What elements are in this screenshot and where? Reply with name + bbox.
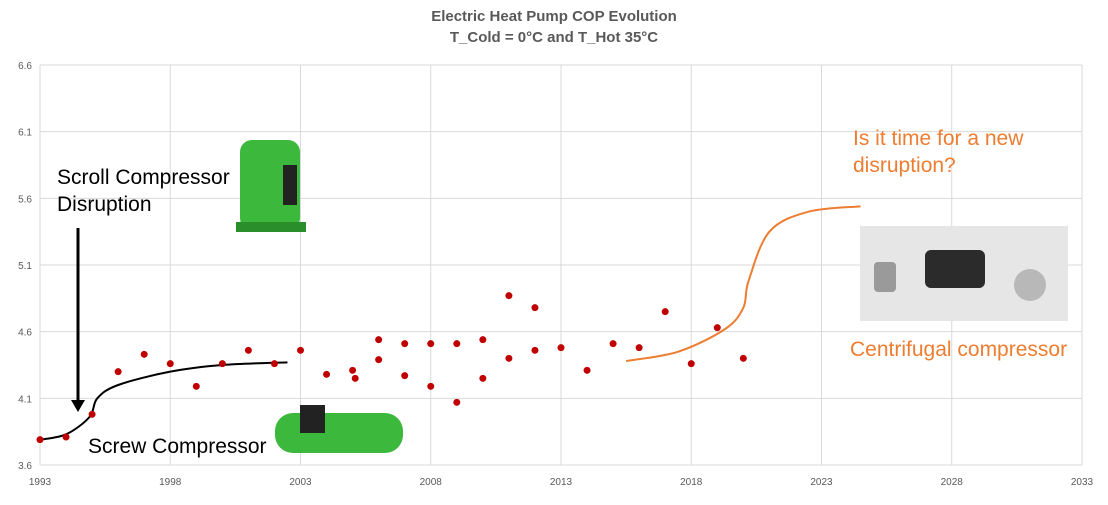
y-tick-label: 4.6 — [18, 328, 32, 339]
centrifugal-compressor-motor — [925, 250, 985, 288]
data-point — [349, 366, 357, 374]
scroll-compressor-terminal-box — [283, 165, 297, 205]
y-tick-label: 3.6 — [18, 461, 32, 472]
data-point — [479, 374, 487, 382]
data-point — [351, 374, 359, 382]
data-point — [713, 324, 721, 332]
x-tick-label: 1998 — [159, 477, 182, 488]
y-tick-label: 5.1 — [18, 261, 32, 272]
data-point — [583, 366, 591, 374]
centrifugal-annotation: Centrifugal compressor — [850, 338, 1068, 361]
data-point — [401, 372, 409, 380]
centrifugal-trend — [625, 205, 861, 362]
data-point — [192, 382, 200, 390]
chart-subtitle: T_Cold = 0°C and T_Hot 35°C — [449, 29, 659, 46]
data-point — [609, 340, 617, 348]
arrow-head-icon — [71, 400, 85, 412]
data-point — [687, 360, 695, 368]
data-point — [505, 354, 513, 362]
data-point — [427, 340, 435, 348]
data-point — [297, 346, 304, 354]
data-point — [375, 356, 383, 364]
data-point — [635, 344, 643, 352]
data-point — [218, 360, 226, 368]
x-tick-label: 2023 — [810, 477, 833, 488]
x-tick-label: 2008 — [420, 477, 443, 488]
data-point — [531, 304, 539, 312]
data-point — [505, 292, 513, 300]
x-tick-label: 2028 — [941, 477, 964, 488]
data-point — [375, 336, 383, 344]
screw-compressor-terminal-box — [300, 405, 325, 433]
data-point — [479, 336, 487, 344]
data-point — [36, 436, 44, 444]
x-tick-label: 1993 — [29, 477, 52, 488]
data-point — [114, 368, 122, 376]
chart-title: Electric Heat Pump COP Evolution — [431, 8, 677, 25]
x-tick-label: 2018 — [680, 477, 703, 488]
data-point — [453, 340, 461, 348]
data-point — [244, 346, 252, 354]
data-point — [166, 360, 174, 368]
question-annotation-line1: Is it time for a new — [853, 127, 1024, 150]
data-point — [323, 370, 331, 378]
question-annotation-line2: disruption? — [853, 154, 956, 177]
data-point — [427, 382, 435, 390]
data-point — [557, 344, 565, 352]
screw-compressor-image — [275, 413, 403, 453]
data-point — [270, 360, 278, 368]
x-tick-label: 2003 — [289, 477, 312, 488]
data-point — [62, 433, 70, 441]
y-tick-label: 6.1 — [18, 128, 32, 139]
x-tick-label: 2013 — [550, 477, 573, 488]
y-tick-label: 5.6 — [18, 194, 32, 205]
scroll-annotation-line1: Scroll Compressor — [57, 166, 230, 189]
screw-annotation: Screw Compressor — [88, 435, 267, 458]
data-point — [739, 354, 747, 362]
x-tick-label: 2033 — [1071, 477, 1094, 488]
y-tick-label: 6.6 — [18, 61, 32, 72]
centrifugal-compressor-bearing — [874, 262, 896, 292]
data-point — [453, 398, 461, 406]
scroll-annotation-line2: Disruption — [57, 193, 152, 216]
data-point — [88, 410, 96, 418]
data-point — [661, 308, 669, 316]
data-point — [140, 350, 148, 358]
data-point — [401, 340, 409, 348]
scroll-compressor-base — [236, 222, 306, 232]
centrifugal-compressor-impeller — [1014, 269, 1046, 301]
data-point — [531, 346, 539, 354]
y-tick-label: 4.1 — [18, 394, 32, 405]
scroll-compressor-image — [240, 140, 300, 230]
